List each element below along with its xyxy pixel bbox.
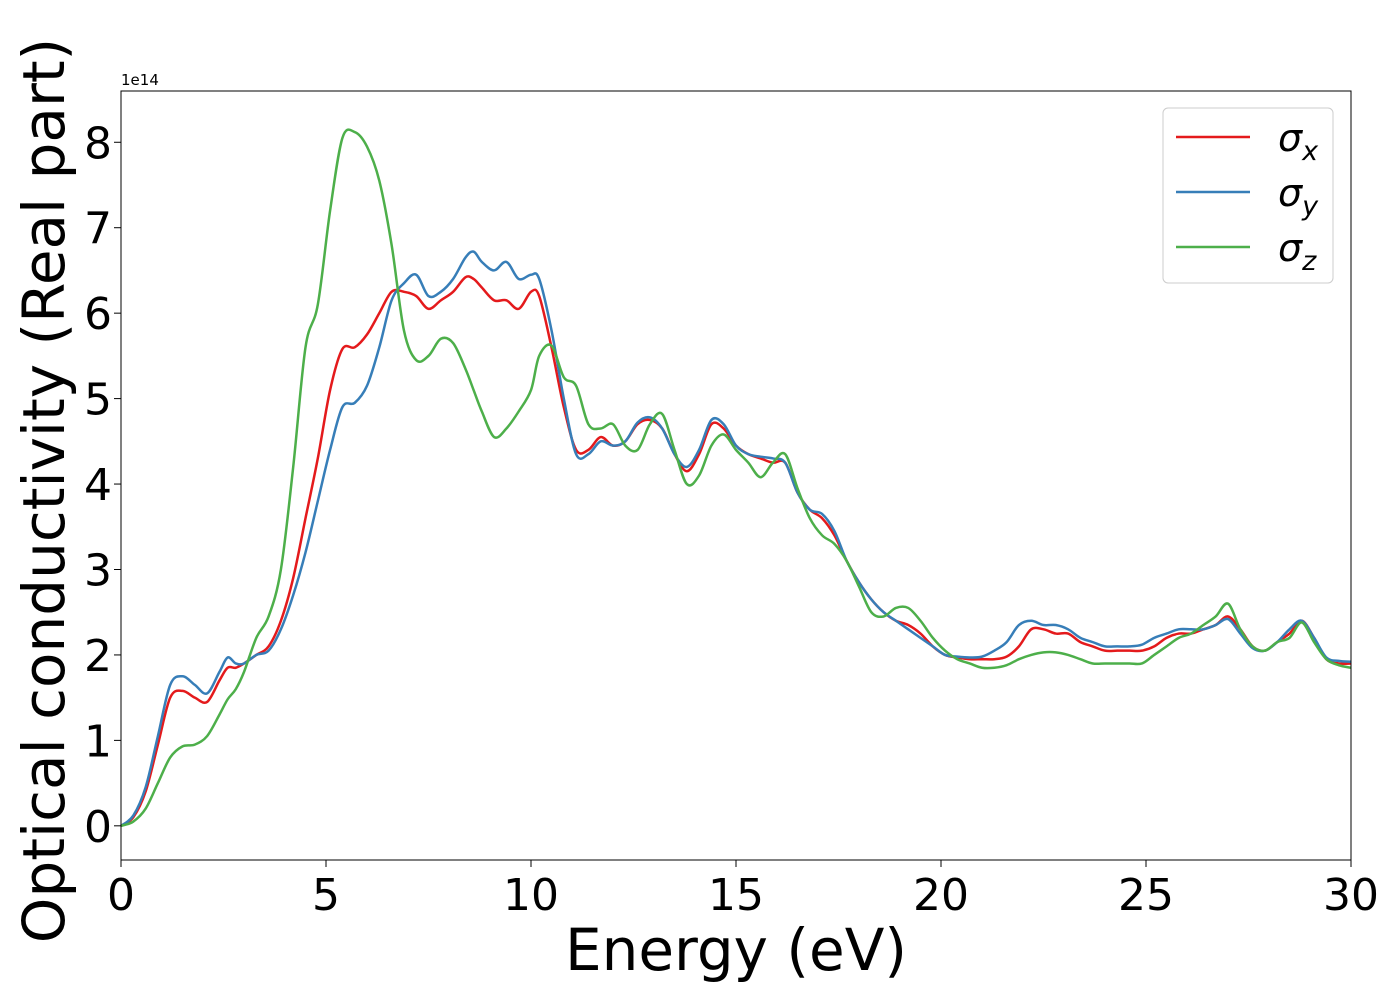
x-tick-label: 5 — [312, 870, 340, 921]
x-axis-ticks: 0 5 10 15 20 25 30 — [107, 860, 1379, 921]
y-tick-label: 2 — [84, 631, 112, 682]
y-tick-label: 8 — [84, 118, 112, 169]
x-tick-label: 10 — [503, 870, 559, 921]
x-tick-label: 15 — [708, 870, 764, 921]
x-tick-label: 25 — [1118, 870, 1174, 921]
legend-label-z: σz — [1278, 226, 1317, 277]
y-tick-label: 0 — [84, 802, 112, 853]
legend-subscript: y — [1301, 191, 1319, 222]
legend-label-y: σy — [1278, 171, 1319, 222]
y-axis-label: Optical conductivity (Real part) — [10, 38, 78, 943]
y-tick-label: 3 — [84, 545, 112, 596]
series-line-y — [120, 250, 1352, 827]
series-line-z — [120, 128, 1352, 828]
legend-subscript: x — [1301, 136, 1319, 167]
legend-subscript: z — [1301, 246, 1317, 277]
legend-symbol: σ — [1278, 171, 1304, 215]
x-axis-label: Energy (eV) — [565, 916, 907, 984]
x-tick-label: 30 — [1323, 870, 1379, 921]
y-tick-label: 6 — [84, 289, 112, 340]
legend-label-x: σx — [1278, 116, 1319, 167]
y-tick-label: 7 — [84, 204, 112, 255]
x-tick-label: 0 — [107, 870, 135, 921]
y-axis-ticks: 0 1 2 3 4 5 6 7 8 — [84, 118, 121, 853]
legend-box — [1162, 107, 1334, 284]
legend-symbol: σ — [1278, 226, 1304, 270]
series-lines — [120, 128, 1352, 828]
y-tick-label: 4 — [84, 460, 112, 511]
legend-symbol: σ — [1278, 116, 1304, 160]
y-axis-offset-label: 1e14 — [121, 71, 159, 89]
series-line-x — [120, 275, 1352, 827]
y-tick-label: 5 — [84, 375, 112, 426]
x-tick-label: 20 — [913, 870, 969, 921]
y-tick-label: 1 — [84, 716, 112, 767]
